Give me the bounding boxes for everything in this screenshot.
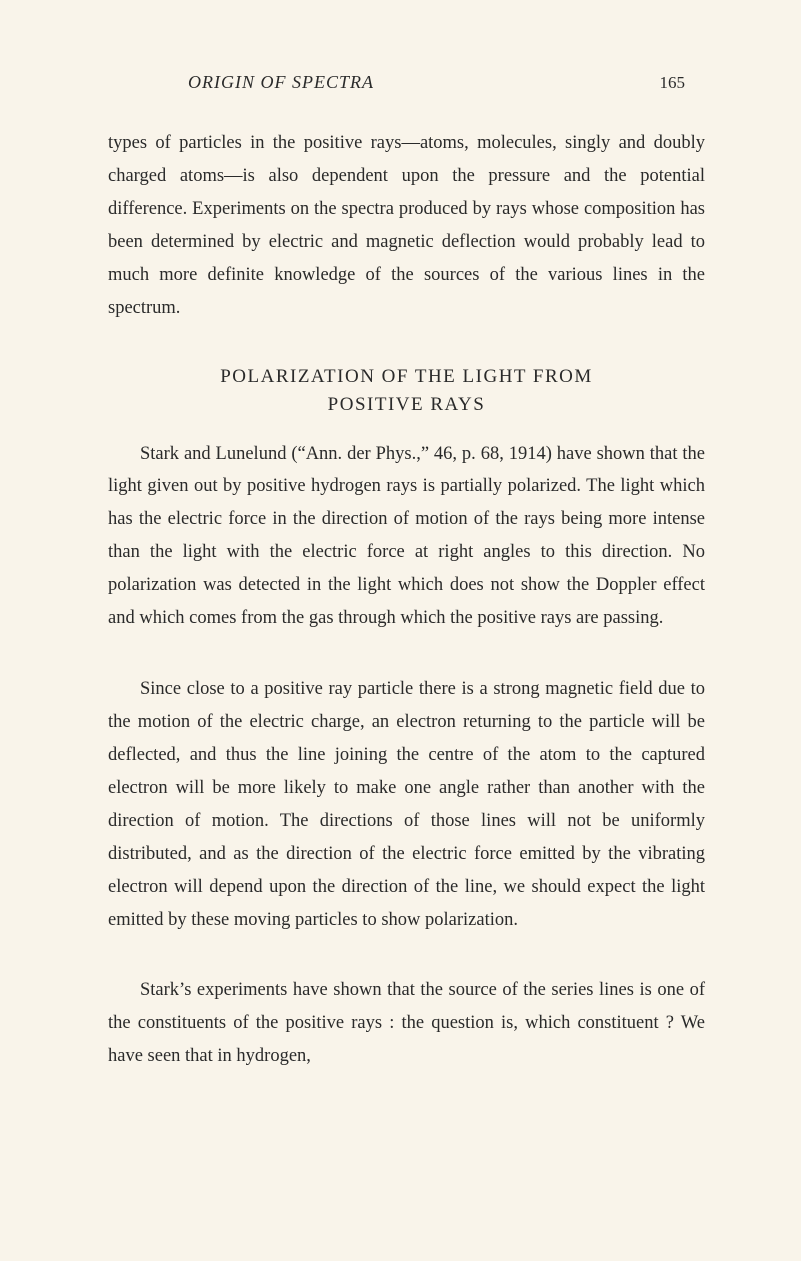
paragraph-2: Stark and Lunelund (“Ann. der Phys.,” 46… <box>108 438 705 636</box>
paragraph-3: Since close to a positive ray particle t… <box>108 673 705 936</box>
paragraph-1: types of particles in the positive rays—… <box>108 127 705 325</box>
running-title: ORIGIN OF SPECTRA <box>188 72 374 93</box>
page-number: 165 <box>660 73 686 93</box>
section-heading: POLARIZATION OF THE LIGHT FROM POSITIVE … <box>108 363 705 420</box>
paragraph-4: Stark’s experiments have shown that the … <box>108 974 705 1073</box>
heading-line-2: POSITIVE RAYS <box>108 391 705 420</box>
heading-line-1: POLARIZATION OF THE LIGHT FROM <box>108 363 705 392</box>
page-header: ORIGIN OF SPECTRA 165 <box>108 72 705 93</box>
